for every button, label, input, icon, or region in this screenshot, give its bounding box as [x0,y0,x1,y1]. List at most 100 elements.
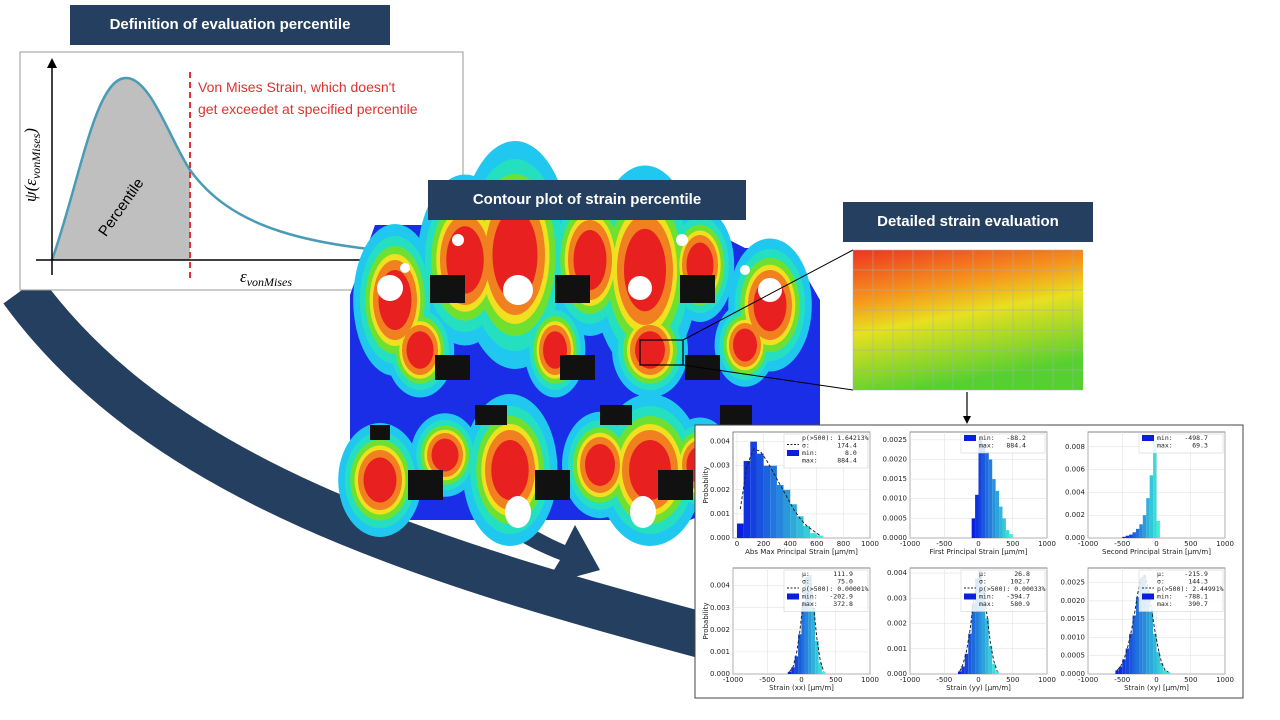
y-tick-label: 0.002 [710,626,730,634]
x-tick-label: 1000 [1038,540,1056,548]
y-tick-label: 0.008 [1065,443,1085,451]
y-tick-label: 0.0010 [1061,633,1086,641]
y-tick-label: 0.0025 [883,436,908,444]
bar [995,490,1000,538]
bar [1142,515,1147,538]
x-label-part: ε [240,267,247,286]
component [408,470,443,500]
flow-arrow [3,276,726,663]
y-axis-label: Probability [702,602,710,639]
bar [1122,536,1126,538]
bar [750,441,757,538]
legend-text: min: -788.1 [1157,593,1208,601]
bar [1153,441,1157,538]
legend-box [1138,569,1224,612]
y-tick-label: 0.001 [710,510,730,518]
x-tick-label: 500 [1184,676,1197,684]
fit-curve [739,448,821,537]
component [370,425,390,440]
bar [999,506,1003,538]
y-label-sub: vonMises [29,133,43,179]
bar [992,479,996,538]
x-label: εvonMises [240,267,292,289]
bar [801,603,805,674]
y-tick-label: 0.0020 [1061,597,1086,605]
bar [1149,611,1154,674]
bar [743,460,751,538]
bar [763,465,771,538]
x-axis-label: Strain (xx) [µm/m] [769,684,834,692]
bar [770,465,777,538]
component [475,405,507,425]
strain-blob [491,440,529,500]
hole [758,278,782,302]
bar [1132,615,1136,674]
bar [975,578,979,674]
y-tick-label: 0.006 [1065,466,1086,474]
bar [803,525,811,538]
strain-blob [733,328,757,362]
legend-text: max: 390.7 [1157,600,1208,608]
strain-blob [406,331,434,369]
bar [978,439,982,538]
legend-box [960,569,1046,612]
component [680,275,715,303]
bar [798,634,802,674]
bar [988,646,993,674]
y-tick-label: 0.0005 [1061,652,1086,660]
bar [810,533,817,538]
legend-text: min: -202.9 [802,593,853,601]
x-tick-label: -500 [1114,676,1130,684]
y-tick-label: 0.001 [887,645,907,653]
legend-text: σ: 102.7 [979,578,1030,586]
legend-text: min: -394.7 [979,593,1030,601]
y-tick-label: 0.0005 [883,514,908,522]
legend-swatch [1142,593,1154,600]
x-label-sub: vonMises [247,275,293,289]
bar [1135,597,1140,674]
y-label: ψ(εvonMises) [21,128,43,202]
hole [505,496,531,528]
x-tick-label: -1000 [1078,676,1098,684]
histograms: 0.000 0.001 0.002 0.003 0.004 0 200 400 600 800 10… [702,431,1234,692]
x-tick-label: 800 [837,540,850,548]
y-tick-label: 0.002 [710,486,730,494]
bar [822,671,826,674]
bar [816,535,824,538]
hole [452,234,464,246]
bar [1156,520,1160,538]
strain-blob [635,331,665,369]
x-tick-label: 500 [1006,676,1019,684]
annotation: Von Mises Strain, which doesn't [198,79,395,95]
bar [981,588,986,674]
header-box [70,5,390,45]
x-tick-label: 600 [810,540,823,548]
x-tick-label: 500 [1006,540,1019,548]
bar [1139,578,1143,674]
x-tick-label: -500 [936,540,952,548]
component [600,405,632,425]
fit-curve [959,576,998,672]
x-tick-label: 500 [829,676,842,684]
legend-box [783,569,869,612]
x-axis-label: Second Principal Strain [µm/m] [1102,548,1211,556]
legend-swatch [964,435,976,441]
component [555,275,590,303]
hole [740,265,750,275]
bar [1125,535,1130,538]
bar [1139,524,1143,538]
legend-swatch [964,593,976,600]
y-label-part: ) [21,128,40,135]
component [560,355,595,380]
x-tick-label: 0 [976,676,980,684]
header: Detailed strain evaluation [877,213,1059,230]
component [430,275,465,303]
bar [794,656,799,674]
x-tick-label: -1000 [900,676,920,684]
legend-text: μ: -215.9 [1157,570,1208,578]
component [535,470,570,500]
x-tick-label: 0 [1154,540,1158,548]
percentile-area [52,77,190,260]
y-tick-label: 0.0000 [883,534,908,542]
hole [628,276,652,300]
